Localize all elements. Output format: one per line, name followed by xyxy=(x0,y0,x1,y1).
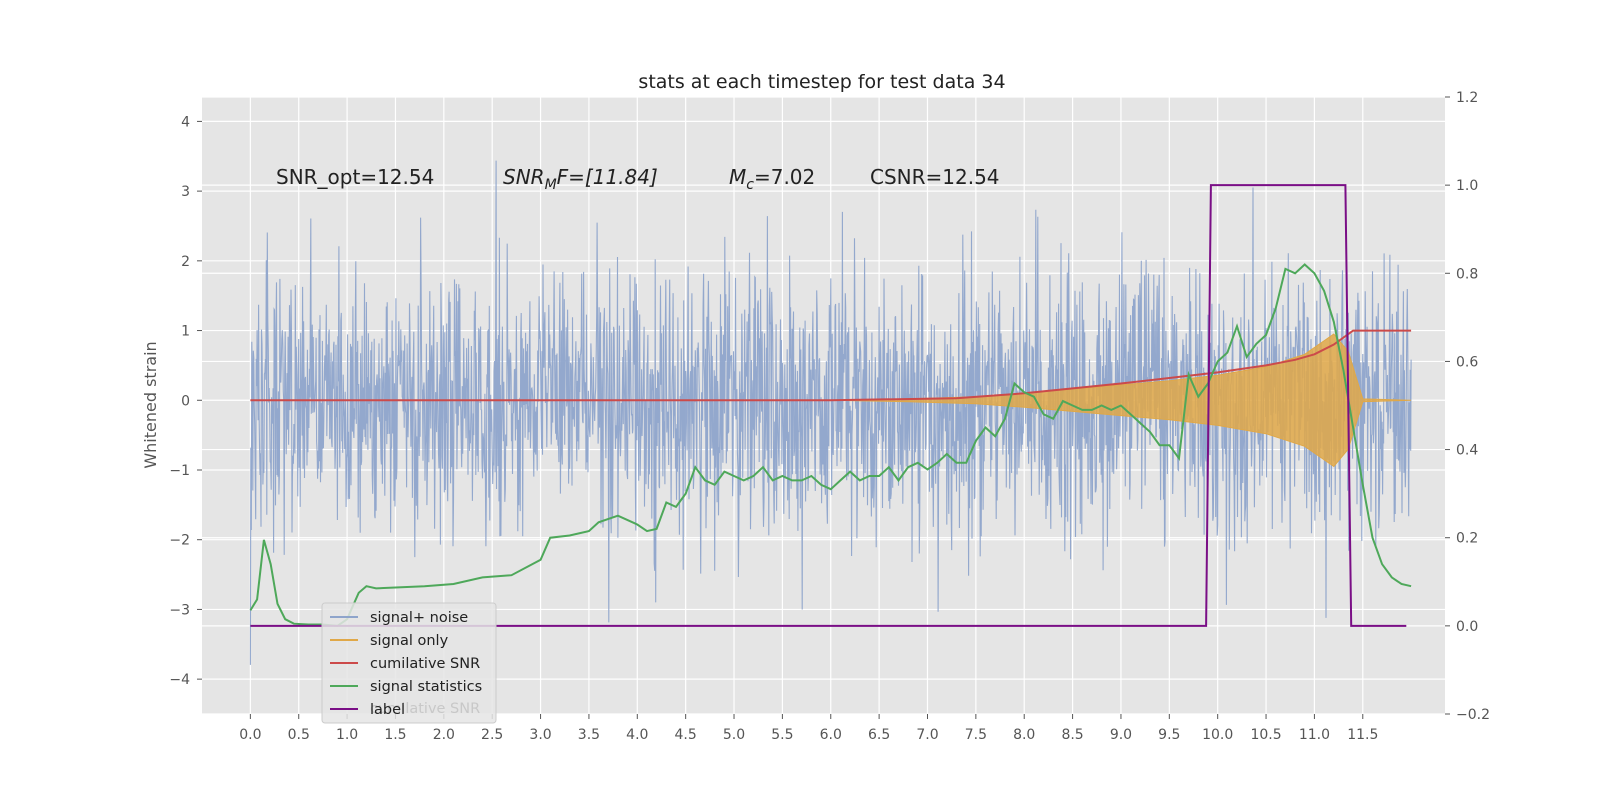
y2-tick-label: 1.0 xyxy=(1456,178,1478,194)
x-tick-label: 9.5 xyxy=(1158,727,1180,743)
y-tick-label: 1 xyxy=(181,324,190,340)
y2-tick-label: 0.2 xyxy=(1456,531,1478,547)
x-tick-label: 2.5 xyxy=(481,727,503,743)
y-tick-label: 4 xyxy=(181,114,190,130)
legend-entries: signal+ noise signal only cumilative SNR si… xyxy=(330,610,482,718)
y2-tick-label: 0.8 xyxy=(1456,266,1478,282)
signal-noise-series xyxy=(249,160,1412,665)
chart-title: stats at each timestep for test data 34 xyxy=(638,71,1005,93)
cumulative-snr-series xyxy=(250,329,1412,402)
x-tick-label: 1.0 xyxy=(336,727,358,743)
y-axis-label: Whitened strain xyxy=(141,341,160,468)
legend-label: signal only xyxy=(370,633,449,649)
x-tick-label: 8.5 xyxy=(1061,727,1083,743)
cumulative-snr-line xyxy=(250,329,1412,402)
x-tick-label: 0.5 xyxy=(288,727,310,743)
x-tick-label: 4.0 xyxy=(626,727,648,743)
y-axis-ticks: 4 3 2 1 0 −1 −2 −3 −4 xyxy=(169,114,202,688)
legend-label: cumilative SNR xyxy=(370,656,480,672)
x-tick-label: 10.0 xyxy=(1202,727,1233,743)
x-tick-label: 7.5 xyxy=(965,727,987,743)
x-tick-label: 1.5 xyxy=(384,727,406,743)
legend: cumilative SNR signal+ noise signal only c… xyxy=(321,602,497,724)
y-tick-label: −2 xyxy=(169,533,190,549)
y-tick-label: −4 xyxy=(169,672,190,688)
signal-statistics-line xyxy=(249,263,1412,627)
y2-tick-label: −0.2 xyxy=(1456,707,1490,723)
x-tick-label: 6.5 xyxy=(868,727,890,743)
x-tick-label: 10.5 xyxy=(1250,727,1281,743)
y-tick-label: 3 xyxy=(181,184,190,200)
noise-trace xyxy=(249,160,1412,665)
x-tick-label: 3.5 xyxy=(578,727,600,743)
annotation-csnr: CSNR=12.54 xyxy=(870,165,1000,189)
x-tick-label: 3.0 xyxy=(529,727,551,743)
x-tick-label: 2.0 xyxy=(433,727,455,743)
annotation-chirp-mass: Mc=7.02 xyxy=(729,165,815,193)
secondary-y-axis-ticks: 1.2 1.0 0.8 0.6 0.4 0.2 0.0 −0.2 xyxy=(1445,90,1490,723)
legend-label: signal statistics xyxy=(370,679,482,695)
x-tick-label: 8.0 xyxy=(1013,727,1035,743)
legend-box xyxy=(321,602,497,724)
y2-tick-label: 0.0 xyxy=(1456,619,1478,635)
legend-label: signal+ noise xyxy=(370,610,468,626)
y2-tick-label: 0.4 xyxy=(1456,443,1478,459)
y2-tick-label: 1.2 xyxy=(1456,90,1478,106)
y-tick-label: 2 xyxy=(181,254,190,270)
x-tick-label: 0.0 xyxy=(239,727,261,743)
x-tick-label: 11.5 xyxy=(1347,727,1378,743)
legend-hidden-entry: cumilative SNR xyxy=(370,701,480,717)
x-tick-label: 11.0 xyxy=(1299,727,1330,743)
annotation-snr-opt: SNR_opt=12.54 xyxy=(276,165,434,189)
label-series xyxy=(250,184,1407,627)
x-tick-label: 4.5 xyxy=(675,727,697,743)
x-tick-label: 7.0 xyxy=(916,727,938,743)
x-axis-ticks: 0.0 0.5 1.0 1.5 2.0 2.5 3.0 3.5 4.0 4.5 5.0 5.5 6.0 6… xyxy=(239,714,1378,743)
x-tick-label: 6.0 xyxy=(820,727,842,743)
label-line xyxy=(250,184,1407,627)
signal-statistics-series xyxy=(249,263,1412,627)
legend-label: label xyxy=(370,702,405,718)
y-tick-label: 0 xyxy=(181,393,190,409)
y-tick-label: −3 xyxy=(169,602,190,618)
x-tick-label: 9.0 xyxy=(1110,727,1132,743)
y-tick-label: −1 xyxy=(169,463,190,479)
annotation-snr-mf: SNRMF=[11.84] xyxy=(503,165,658,193)
x-tick-label: 5.0 xyxy=(723,727,745,743)
y2-tick-label: 0.6 xyxy=(1456,354,1478,370)
x-tick-label: 5.5 xyxy=(771,727,793,743)
